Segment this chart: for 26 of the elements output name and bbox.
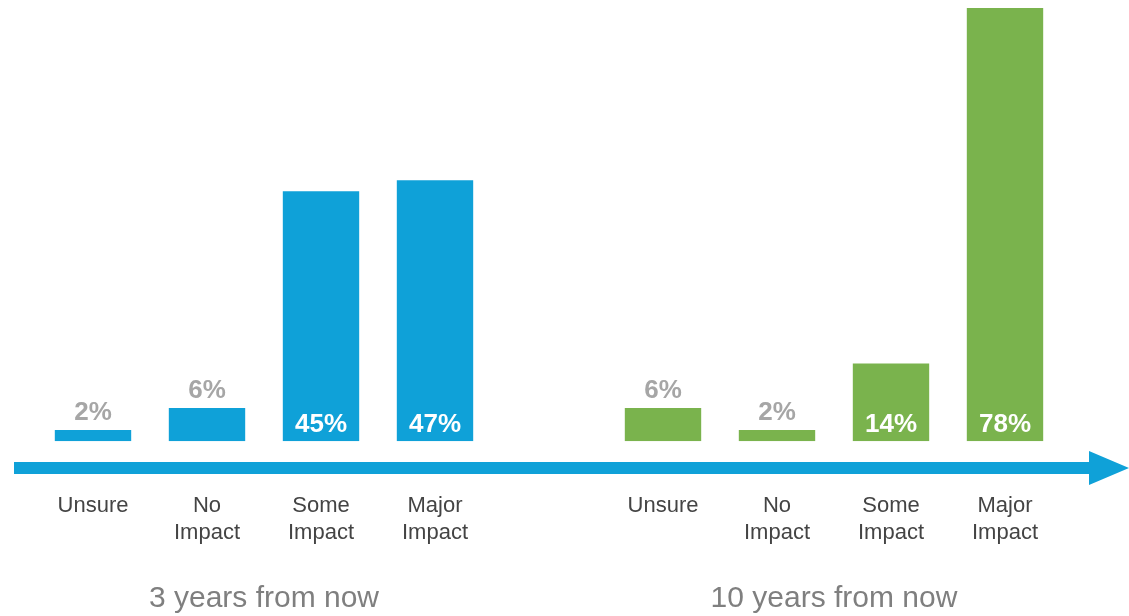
data-label: 6% bbox=[188, 374, 226, 405]
data-label: 47% bbox=[408, 408, 462, 439]
bar bbox=[738, 430, 816, 442]
data-label: 2% bbox=[74, 396, 112, 427]
x-tick-label: No Impact bbox=[743, 492, 811, 544]
data-label: 78% bbox=[978, 408, 1032, 439]
bar bbox=[396, 180, 474, 442]
text: 10 years from now bbox=[710, 580, 958, 614]
data-label: 45% bbox=[294, 408, 348, 439]
bar bbox=[624, 407, 702, 442]
x-tick-label: Some Impact bbox=[857, 492, 925, 544]
bar bbox=[168, 407, 246, 442]
x-tick-label: Some Impact bbox=[287, 492, 355, 544]
x-tick-label: Major Impact bbox=[401, 492, 469, 544]
bar bbox=[966, 8, 1044, 442]
x-tick-label: Unsure bbox=[627, 492, 699, 518]
data-label: 6% bbox=[644, 374, 682, 405]
x-tick-label: Major Impact bbox=[971, 492, 1039, 544]
bar bbox=[282, 191, 360, 442]
data-label: 14% bbox=[864, 408, 918, 439]
x-tick-label: No Impact bbox=[173, 492, 241, 544]
x-tick-label: Unsure bbox=[57, 492, 129, 518]
bar bbox=[852, 363, 930, 442]
bar bbox=[54, 430, 132, 442]
text: 3 years from now bbox=[148, 580, 380, 614]
data-label: 2% bbox=[758, 396, 796, 427]
